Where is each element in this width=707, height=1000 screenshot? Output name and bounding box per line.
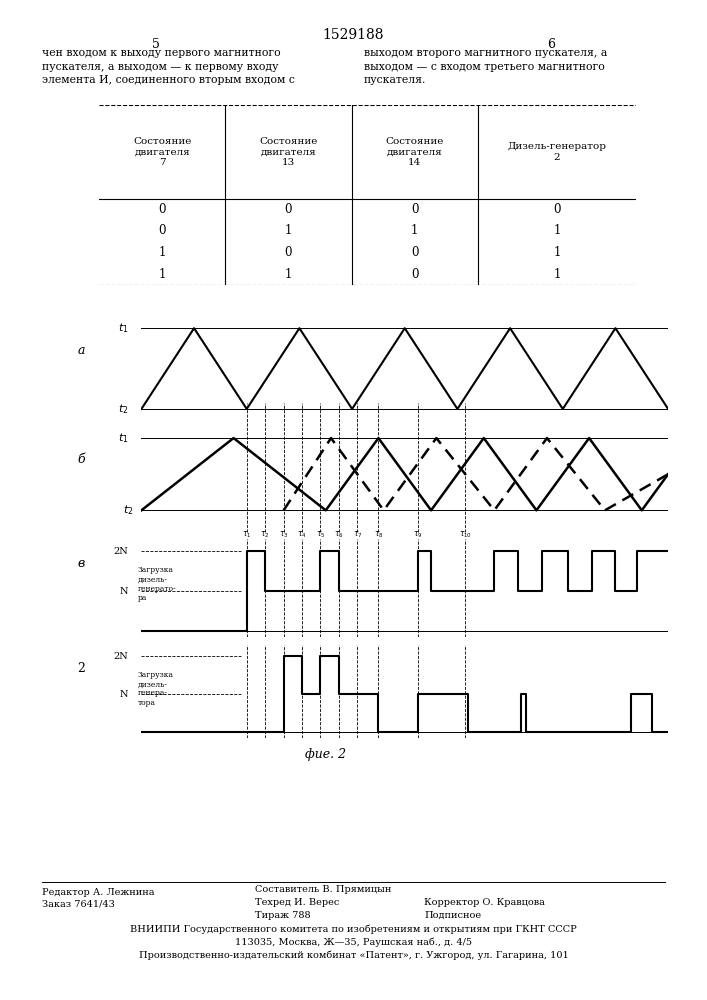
Text: 0: 0 (554, 203, 561, 216)
Text: выходом второго магнитного пускателя, а
выходом — с входом третьего магнитного
п: выходом второго магнитного пускателя, а … (364, 48, 607, 85)
Text: 0: 0 (411, 268, 419, 281)
Text: $\tau_9$: $\tau_9$ (413, 529, 423, 540)
Text: $t_1$: $t_1$ (117, 431, 128, 445)
Text: б: б (78, 453, 85, 466)
Text: 0: 0 (411, 246, 419, 259)
Text: 1: 1 (554, 268, 561, 281)
Text: 2N: 2N (114, 546, 128, 556)
Text: $\tau_1$: $\tau_1$ (242, 529, 252, 540)
Text: $\tau_6$: $\tau_6$ (334, 529, 344, 540)
Text: 1: 1 (158, 246, 166, 259)
Text: 1: 1 (554, 246, 561, 259)
Text: Подписное: Подписное (424, 911, 481, 920)
Text: N: N (119, 690, 128, 699)
Text: в: в (78, 557, 85, 570)
Text: 5: 5 (151, 38, 160, 51)
Text: 1: 1 (285, 225, 292, 237)
Text: 2: 2 (77, 662, 86, 675)
Text: Техред И. Верес: Техред И. Верес (255, 898, 339, 907)
Text: Состояние
двигателя
14: Состояние двигателя 14 (385, 137, 444, 167)
Text: 1529188: 1529188 (323, 28, 384, 42)
Text: $\tau_2$: $\tau_2$ (260, 529, 270, 540)
Text: 1: 1 (285, 268, 292, 281)
Text: 0: 0 (411, 203, 419, 216)
Text: Состояние
двигателя
13: Состояние двигателя 13 (259, 137, 317, 167)
Text: чен входом к выходу первого магнитного
пускателя, а выходом — к первому входу
эл: чен входом к выходу первого магнитного п… (42, 48, 296, 85)
Text: ВНИИПИ Государственного комитета по изобретениям и открытиям при ГКНТ СССР
11303: ВНИИПИ Государственного комитета по изоб… (130, 925, 577, 960)
Text: Редактор А. Лежнина
Заказ 7641/43: Редактор А. Лежнина Заказ 7641/43 (42, 888, 155, 909)
Text: $\tau_8$: $\tau_8$ (373, 529, 383, 540)
Text: Составитель В. Прямицын: Составитель В. Прямицын (255, 885, 391, 894)
Text: 2N: 2N (114, 652, 128, 661)
Text: 1: 1 (411, 225, 419, 237)
Text: $t_1$: $t_1$ (117, 321, 128, 335)
Text: $\tau_5$: $\tau_5$ (316, 529, 325, 540)
Text: $\tau_{10}$: $\tau_{10}$ (459, 529, 472, 540)
Text: а: а (78, 344, 85, 357)
Text: 1: 1 (158, 268, 166, 281)
Text: $t_2$: $t_2$ (123, 503, 134, 517)
Text: 6: 6 (547, 38, 556, 51)
Text: 0: 0 (158, 203, 166, 216)
Text: 0: 0 (285, 203, 292, 216)
Text: Тираж 788: Тираж 788 (255, 911, 310, 920)
Text: Дизель-генератор
2: Дизель-генератор 2 (508, 142, 607, 162)
Text: 0: 0 (158, 225, 166, 237)
Text: Загрузка
дизель-
генерато-
ра: Загрузка дизель- генерато- ра (138, 566, 177, 602)
Text: 1: 1 (554, 225, 561, 237)
Text: Состояние
двигателя
7: Состояние двигателя 7 (133, 137, 192, 167)
Text: $t_2$: $t_2$ (118, 402, 128, 416)
Text: $\tau_4$: $\tau_4$ (297, 529, 307, 540)
Text: $\tau_3$: $\tau_3$ (279, 529, 288, 540)
Text: Загрузка
дизель-
генера-
тора: Загрузка дизель- генера- тора (138, 671, 174, 707)
Text: $\tau_7$: $\tau_7$ (353, 529, 362, 540)
Text: Корректор О. Кравцова: Корректор О. Кравцова (424, 898, 545, 907)
Text: фие. 2: фие. 2 (305, 748, 346, 761)
Text: N: N (119, 586, 128, 595)
Text: 0: 0 (285, 246, 292, 259)
